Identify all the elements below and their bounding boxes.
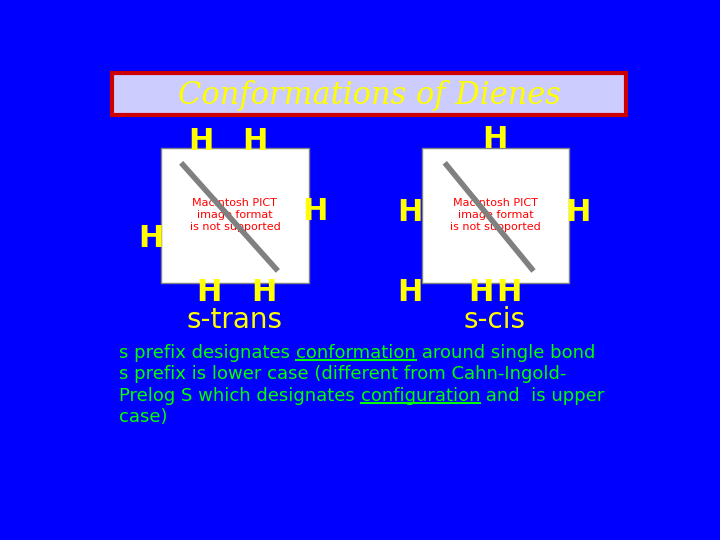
Text: Macintosh PICT
image format
is not supported: Macintosh PICT image format is not suppo… bbox=[189, 198, 280, 232]
Text: H: H bbox=[302, 197, 328, 226]
Text: H: H bbox=[196, 278, 221, 307]
Text: Conformations of Dienes: Conformations of Dienes bbox=[178, 80, 560, 111]
Text: case): case) bbox=[120, 408, 168, 427]
Text: and  is upper: and is upper bbox=[480, 387, 605, 405]
Text: around single bond: around single bond bbox=[416, 344, 595, 362]
Bar bbox=[161, 148, 309, 283]
Text: s-cis: s-cis bbox=[464, 306, 526, 334]
Text: H: H bbox=[566, 198, 591, 227]
Text: H: H bbox=[138, 224, 163, 253]
Text: Prelog S which designates: Prelog S which designates bbox=[120, 387, 361, 405]
Text: H: H bbox=[482, 125, 507, 154]
FancyBboxPatch shape bbox=[112, 72, 626, 115]
Bar bbox=[422, 148, 569, 283]
Text: H: H bbox=[243, 127, 268, 156]
Text: H: H bbox=[397, 278, 423, 307]
Text: configuration: configuration bbox=[361, 387, 480, 405]
Text: Macintosh PICT
image format
is not supported: Macintosh PICT image format is not suppo… bbox=[450, 198, 541, 232]
Text: conformation: conformation bbox=[296, 344, 416, 362]
Text: H: H bbox=[469, 278, 494, 307]
Text: H: H bbox=[397, 198, 423, 227]
Text: s-trans: s-trans bbox=[187, 306, 283, 334]
Text: s prefix is lower case (different from Cahn-Ingold-: s prefix is lower case (different from C… bbox=[120, 366, 567, 383]
Text: H: H bbox=[252, 278, 277, 307]
Text: H: H bbox=[496, 278, 521, 307]
Text: s prefix designates: s prefix designates bbox=[120, 344, 296, 362]
Text: H: H bbox=[188, 127, 214, 156]
